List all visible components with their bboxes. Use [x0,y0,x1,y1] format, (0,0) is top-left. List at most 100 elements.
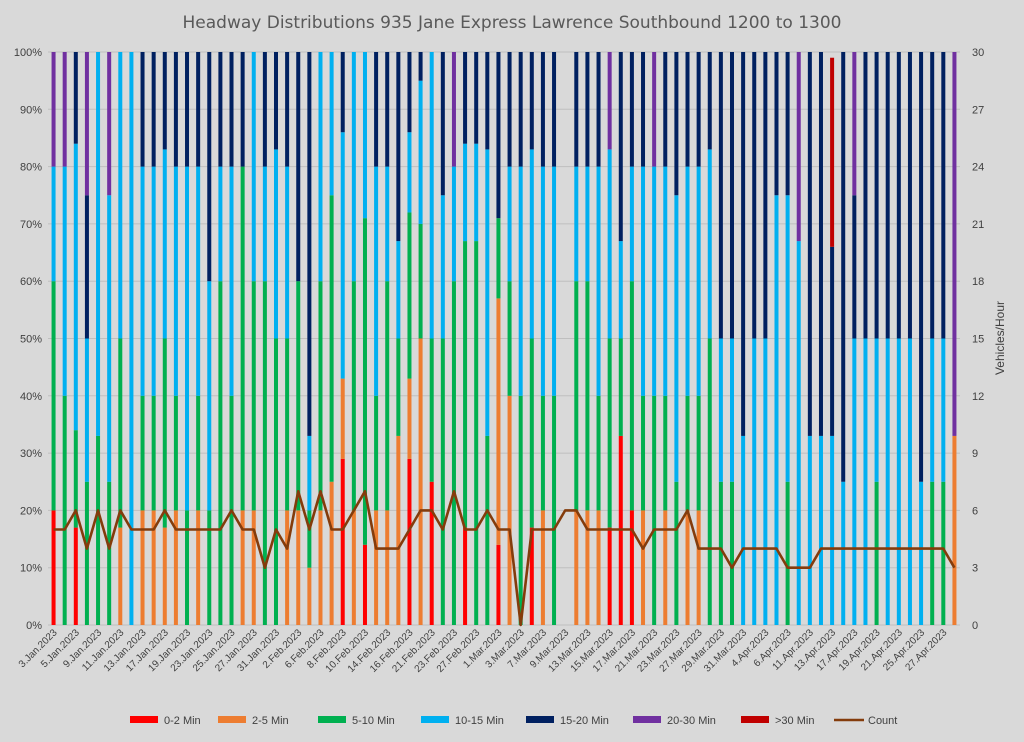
bar-segment [407,132,412,213]
stacked-bars [51,52,957,625]
legend-label: 10-15 Min [455,715,504,727]
bar-segment [607,338,612,528]
bar-segment [84,52,89,196]
bar-segment [118,527,123,625]
bar-segment [685,395,690,511]
y-right-tick-label: 24 [972,162,984,174]
bar-segment [552,395,557,625]
y-left-tick-label: 20% [20,505,42,517]
bar-segment [162,338,167,528]
bar-segment [84,481,89,625]
bar-segment [340,378,345,459]
bar-segment [852,52,857,196]
bar-segment [596,395,601,511]
bar-segment [552,166,557,396]
bar-segment [385,52,390,167]
bar-segment [151,510,156,625]
bar-segment [663,395,668,511]
bar-segment [162,149,167,339]
bar-segment [707,149,712,339]
bar-segment [318,510,323,625]
bar-segment [641,52,646,167]
bar-segment [351,52,356,282]
legend-label: 20-30 Min [667,715,716,727]
bar-segment [952,435,957,625]
bar-segment [919,481,924,625]
bar-segment [763,52,768,339]
bar-segment [574,166,579,282]
bar-segment [652,166,657,396]
bar-segment [62,395,67,625]
bar-segment [296,281,301,511]
bar-segment [863,52,868,339]
bar-segment [629,166,634,282]
bar-segment [518,52,523,167]
bar-segment [696,510,701,625]
bar-segment [841,52,846,482]
legend-swatch [318,716,346,723]
bar-segment [451,281,456,625]
bar-segment [907,52,912,339]
bar-segment [374,166,379,396]
bar-segment [585,52,590,167]
bar-segment [351,510,356,625]
x-axis: 3.Jan.20235.Jan.20239.Jan.202311.Jan.202… [17,627,950,675]
bar-segment [696,166,701,396]
bar-segment [863,338,868,625]
bar-segment [507,395,512,625]
bar-segment [385,281,390,511]
bar-segment [529,527,534,625]
bar-segment [140,510,145,625]
bar-segment [51,52,56,167]
bar-segment [852,338,857,625]
y-left-tick-label: 0% [26,620,42,632]
bar-segment [718,481,723,625]
bar-segment [941,338,946,482]
bar-segment [240,166,245,511]
bar-segment [418,80,423,224]
bar-segment [196,510,201,625]
bar-segment [785,481,790,625]
bar-segment [207,510,212,625]
bar-segment [385,510,390,625]
bar-segment [574,52,579,167]
y-right-tick-label: 21 [972,219,984,231]
bar-segment [251,52,256,282]
bar-segment [362,544,367,625]
bar-segment [396,435,401,625]
bar-segment [874,52,879,339]
bar-segment [51,166,56,282]
bar-segment [496,52,501,219]
bar-segment [96,435,101,625]
bar-segment [518,395,523,625]
bar-segment [796,52,801,242]
bar-segment [496,544,501,625]
y-left-tick-label: 40% [20,391,42,403]
bar-segment [718,52,723,339]
bar-segment [285,52,290,167]
bar-segment [641,166,646,396]
bar-segment [641,510,646,625]
bar-segment [841,481,846,625]
bar-segment [296,510,301,625]
bar-segment [485,52,490,150]
bar-segment [496,298,501,545]
y-left-tick-label: 10% [20,563,42,575]
bar-segment [496,218,501,299]
bar-segment [507,166,512,282]
bar-segment [407,458,412,625]
bar-segment [663,166,668,396]
chart-title: Headway Distributions 935 Jane Express L… [183,13,842,33]
bar-segment [307,567,312,625]
bar-segment [107,52,112,196]
bar-segment [729,481,735,625]
bar-segment [273,149,279,339]
y-left-tick-label: 100% [14,47,42,59]
bar-segment [807,435,812,625]
bar-segment [852,195,857,339]
bar-segment [151,166,156,396]
bar-segment [607,527,612,625]
legend-swatch [421,716,449,723]
bar-segment [240,510,245,625]
count-series-line [53,489,956,627]
